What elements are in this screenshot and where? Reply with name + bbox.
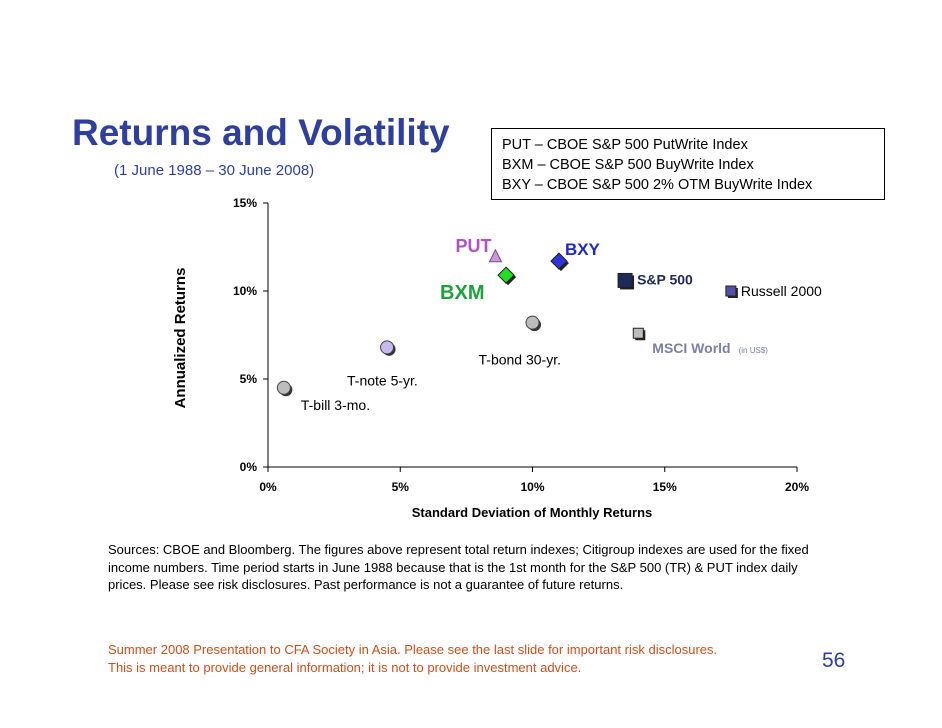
label-put: PUT xyxy=(455,236,491,256)
y-tick-label: 10% xyxy=(233,284,257,298)
point-russell-2000 xyxy=(725,285,737,297)
legend-bxy: BXY – CBOE S&P 500 2% OTM BuyWrite Index xyxy=(502,177,813,193)
point-msci-world xyxy=(632,327,644,339)
x-axis-title: Standard Deviation of Monthly Returns xyxy=(412,505,653,520)
x-tick-label: 0% xyxy=(259,480,277,494)
sources-note: Sources: CBOE and Bloomberg. The figures… xyxy=(108,542,809,592)
point-t-bill-3-mo xyxy=(276,380,291,395)
y-axis-title: Annualized Returns xyxy=(172,268,189,409)
data-points xyxy=(276,248,738,397)
x-tick-label: 10% xyxy=(520,480,544,494)
index-legend: PUT – CBOE S&P 500 PutWrite Index BXM – … xyxy=(491,128,885,200)
legend-put: PUT – CBOE S&P 500 PutWrite Index xyxy=(502,137,748,153)
label-bxm: BXM xyxy=(440,282,484,304)
disclaimer-line-2: This is meant to provide general informa… xyxy=(108,659,582,675)
label-bxy: BXY xyxy=(565,240,601,259)
point-s-p-500 xyxy=(617,272,633,288)
x-tick-label: 20% xyxy=(785,480,809,494)
label-s-p-500: S&P 500 xyxy=(637,271,693,287)
point-t-bond-30-yr xyxy=(525,315,540,330)
y-tick-label: 5% xyxy=(240,372,258,386)
axis-ticks: 0% 5% 10% 15% 20% 0% 5% 10% 15% xyxy=(233,196,809,494)
label-msci-world: MSCI World (in US$) xyxy=(652,340,768,356)
page-title: Returns and Volatility xyxy=(72,112,450,153)
x-tick-label: 15% xyxy=(653,480,677,494)
point-put xyxy=(488,248,503,263)
point-t-note-5-yr xyxy=(380,340,395,355)
page-number: 56 xyxy=(822,649,846,672)
label-russell-2000: Russell 2000 xyxy=(741,283,822,299)
y-tick-label: 0% xyxy=(240,460,258,474)
disclaimer: Summer 2008 Presentation to CFA Society … xyxy=(108,641,808,676)
chart-axes xyxy=(267,203,797,468)
disclaimer-line-1: Summer 2008 Presentation to CFA Society … xyxy=(108,642,718,657)
label-t-bill-3-mo: T-bill 3-mo. xyxy=(301,397,370,413)
date-range-subtitle: (1 June 1988 – 30 June 2008) xyxy=(114,162,315,179)
point-bxm xyxy=(497,266,515,284)
legend-bxm: BXM – CBOE S&P 500 BuyWrite Index xyxy=(502,157,754,173)
label-t-note-5-yr: T-note 5-yr. xyxy=(347,372,418,388)
x-tick-label: 5% xyxy=(392,480,410,494)
label-t-bond-30-yr: T-bond 30-yr. xyxy=(479,352,562,368)
point-bxy xyxy=(550,252,568,270)
y-tick-label: 15% xyxy=(233,196,257,210)
